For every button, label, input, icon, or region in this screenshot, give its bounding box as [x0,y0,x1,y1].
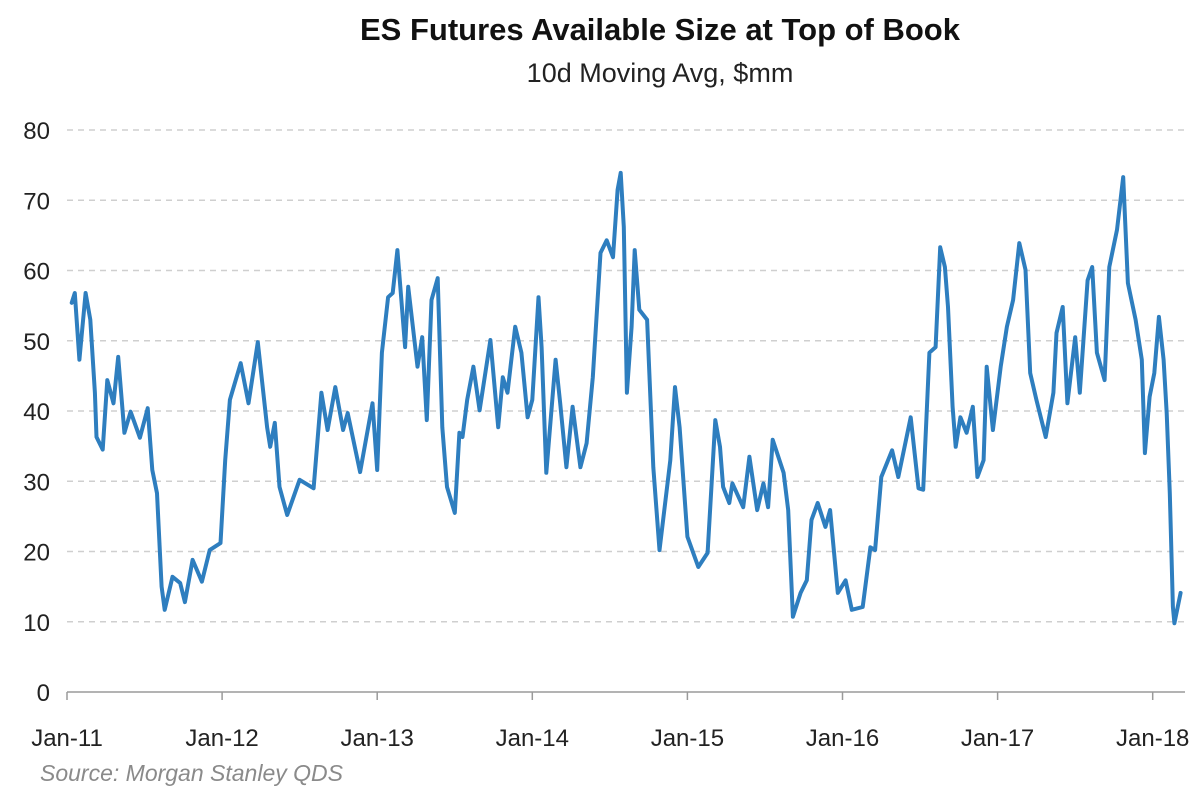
y-tick-label: 40 [23,399,50,426]
x-tick-label: Jan-16 [806,725,879,752]
x-tick-label: Jan-17 [961,725,1034,752]
x-tick-label: Jan-13 [341,725,414,752]
x-tick-label: Jan-11 [31,725,103,752]
x-tick-label: Jan-18 [1116,725,1189,752]
y-tick-label: 30 [23,469,50,496]
x-tick-label: Jan-12 [185,725,258,752]
y-tick-label: 80 [23,118,50,145]
chart-title: ES Futures Available Size at Top of Book [359,12,960,47]
x-tick-label: Jan-14 [496,725,569,752]
y-tick-label: 0 [37,680,50,707]
y-tick-label: 50 [23,329,50,356]
source-note: Source: Morgan Stanley QDS [40,760,343,786]
series-layer [69,170,1183,626]
y-tick-label: 70 [23,188,50,215]
chart-subtitle: 10d Moving Avg, $mm [526,58,794,88]
x-axis: Jan-11 Jan-12 Jan-13 Jan-14 Jan-15 Jan-16 Jan-… [31,691,1189,752]
series-line [69,170,1183,626]
y-axis-ticks: 0 10 20 30 40 50 60 70 80 [23,118,50,707]
y-tick-label: 20 [23,540,50,567]
x-tick-label: Jan-15 [651,725,724,752]
y-tick-label: 60 [23,259,50,286]
y-tick-label: 10 [23,610,50,637]
